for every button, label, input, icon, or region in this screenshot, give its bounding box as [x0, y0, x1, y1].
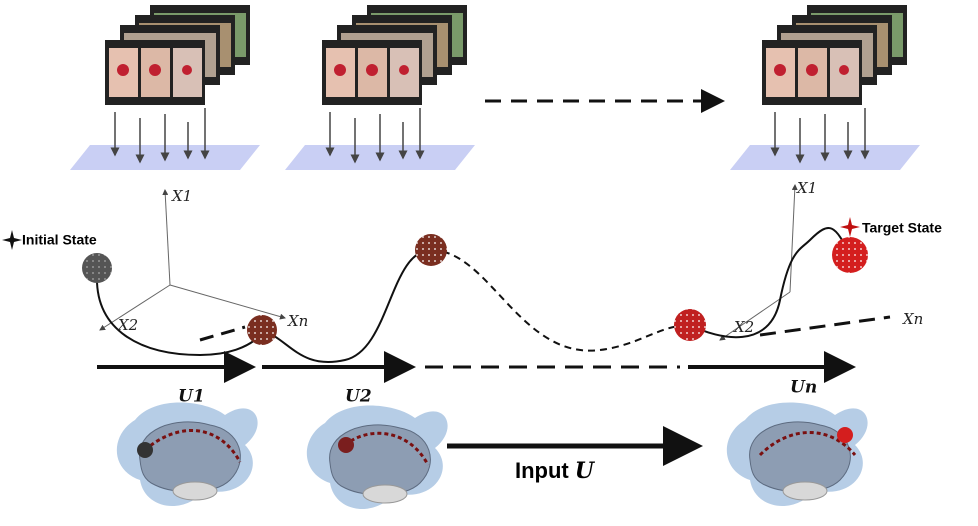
control-label: U2 — [345, 387, 372, 407]
axis-label: X1 — [796, 179, 817, 197]
brain — [117, 403, 258, 507]
ball-texture — [247, 315, 277, 345]
dashed-axis — [200, 327, 245, 340]
diagram: Initial State Target State X1 X2 Xn X1 X… — [0, 0, 978, 526]
input-symbol: U — [575, 458, 596, 484]
axis-label: X1 — [171, 187, 192, 205]
ball-texture — [832, 237, 868, 273]
control-label: Un — [790, 378, 817, 398]
video-frames — [105, 5, 250, 105]
brain-state — [338, 437, 354, 453]
ball-texture — [82, 253, 112, 283]
projection — [285, 108, 475, 170]
brain — [307, 406, 448, 510]
video-frames — [322, 5, 467, 105]
axes-right — [720, 185, 795, 340]
page: Initial State Target State X1 X2 Xn X1 X… — [0, 0, 978, 526]
axis-label: X2 — [117, 316, 138, 334]
trajectory-dashed — [431, 250, 690, 351]
target-label: Target State — [862, 220, 942, 236]
star — [2, 230, 22, 250]
projection — [70, 108, 260, 170]
axes-left — [100, 190, 285, 330]
star — [840, 217, 860, 237]
brain-state — [137, 442, 153, 458]
axis-label: Xn — [287, 312, 308, 330]
projection — [730, 108, 920, 170]
ball-texture — [415, 234, 447, 266]
dashed-axis — [760, 317, 890, 335]
brain-state — [837, 427, 853, 443]
trajectory — [97, 250, 431, 362]
trajectory — [690, 228, 850, 337]
video-frames — [762, 5, 907, 105]
input-text: Input — [515, 458, 569, 483]
axis-label: Xn — [902, 310, 923, 328]
initial-label: Initial State — [22, 232, 97, 248]
axis-label: X2 — [733, 318, 754, 336]
brain — [727, 403, 868, 507]
ball-texture — [674, 309, 706, 341]
